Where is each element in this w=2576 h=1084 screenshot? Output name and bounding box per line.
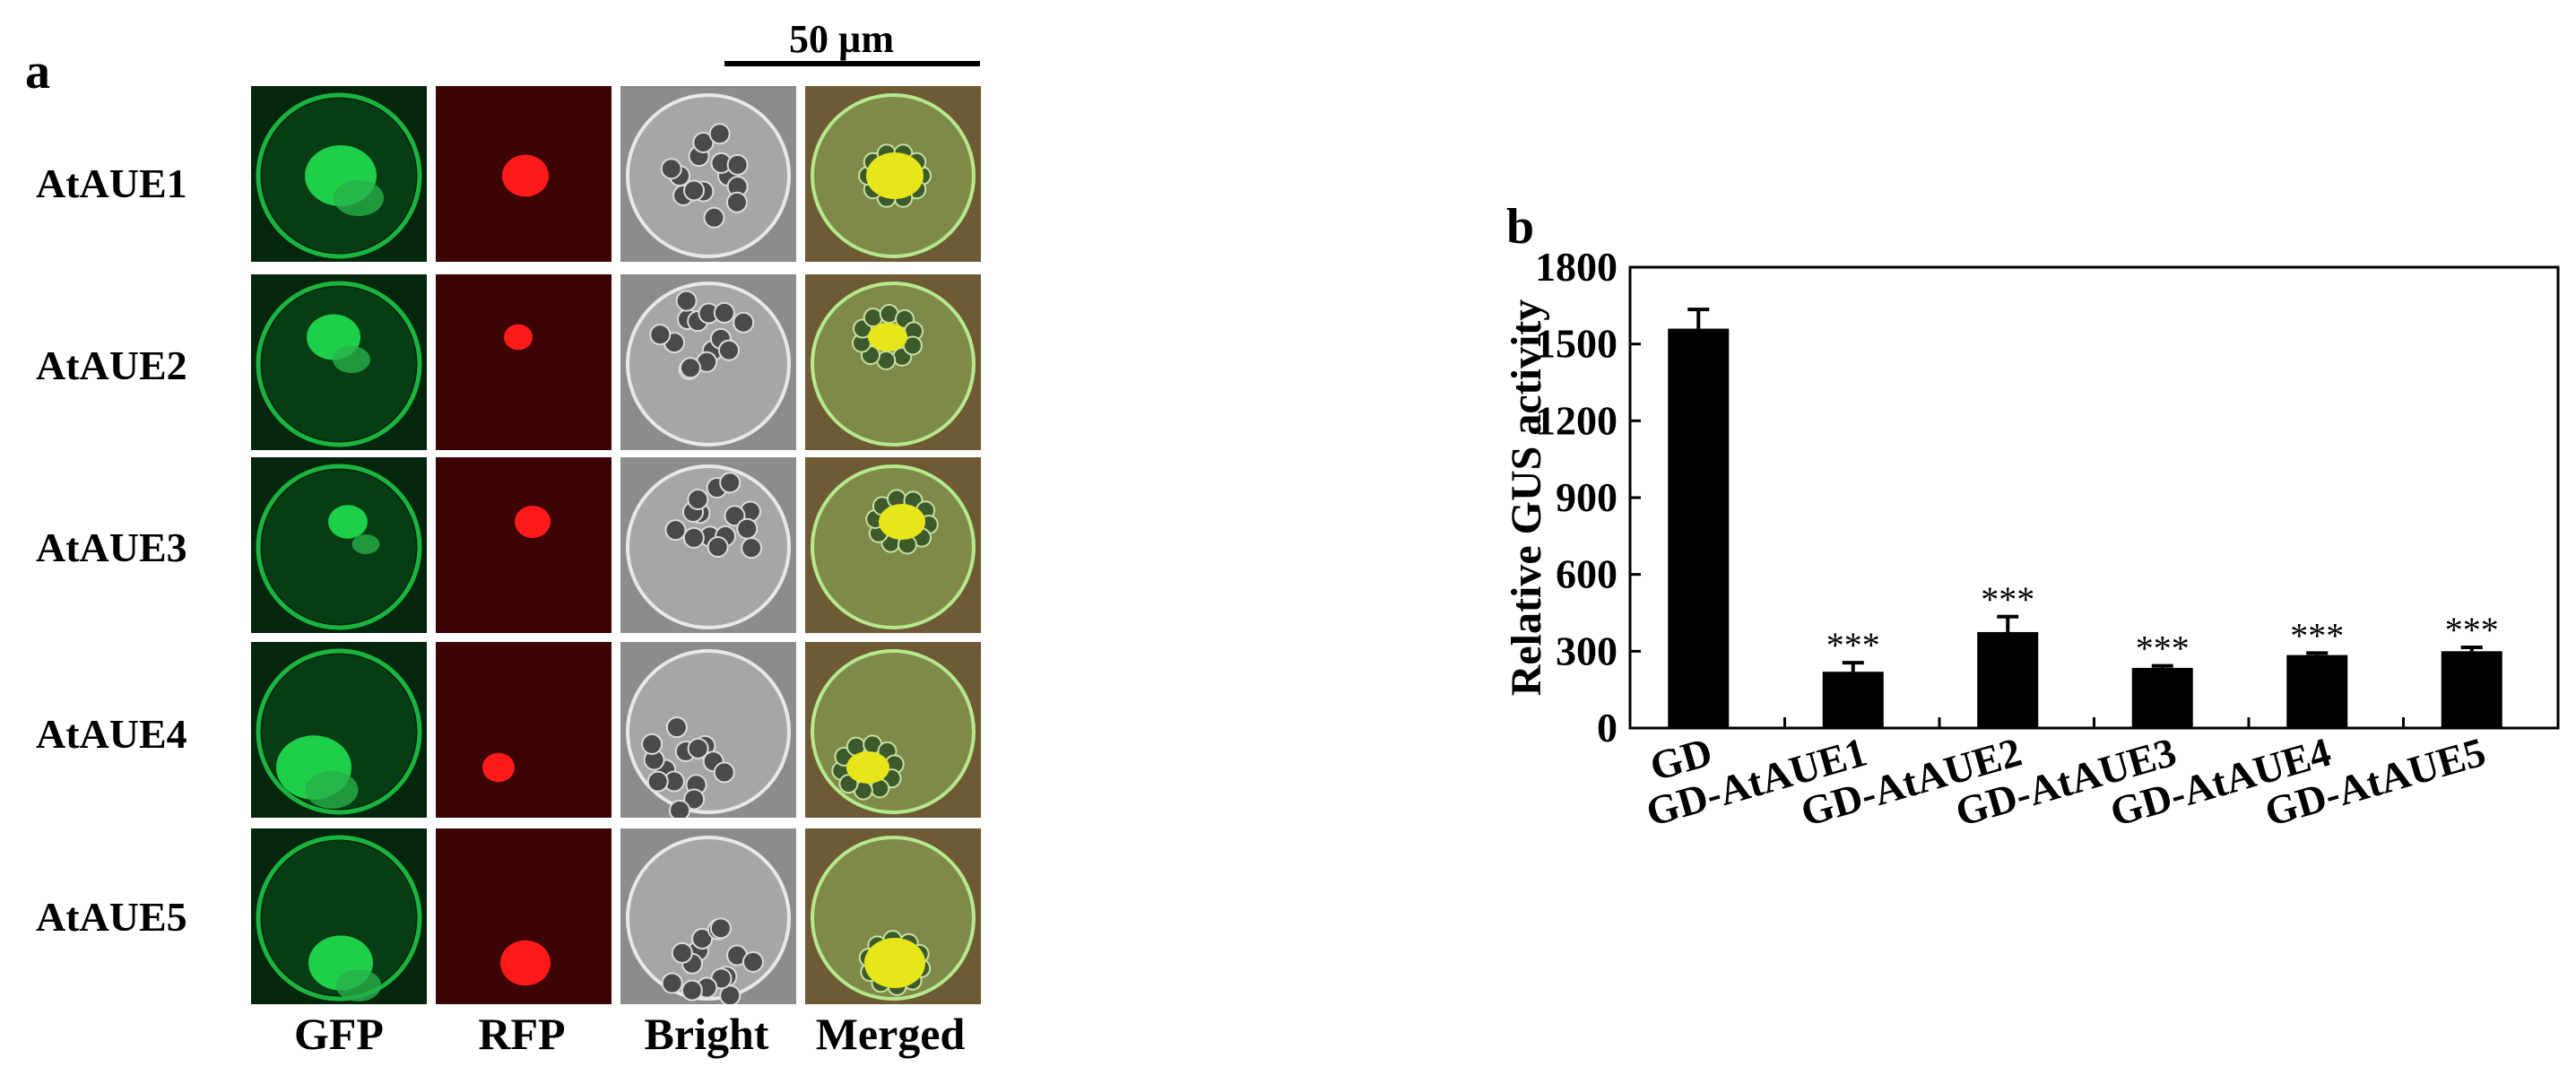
row-label-ataue3: AtAUE3	[36, 525, 187, 570]
y-tick-label: 300	[1556, 628, 1618, 673]
bar-gd	[1668, 328, 1730, 728]
y-tick-label: 600	[1556, 551, 1618, 597]
micrograph-merged-2	[805, 274, 981, 450]
col-label-bright: Bright	[644, 1009, 769, 1059]
bar-gd-ataue1	[1822, 672, 1884, 728]
col-label-rfp: RFP	[478, 1009, 566, 1059]
micrograph-bright-2	[620, 274, 796, 450]
scale-bar-label: 50 µm	[789, 17, 895, 61]
y-tick-label: 1500	[1535, 321, 1618, 367]
micrograph-rfp-3	[436, 457, 611, 633]
micrograph-merged-4	[805, 642, 981, 818]
micrograph-gfp-4	[251, 642, 427, 818]
significance-label: ***	[1826, 625, 1880, 665]
bar-gd-ataue3	[2131, 667, 2193, 728]
row-label-ataue1: AtAUE1	[36, 160, 187, 206]
micrograph-gfp-5	[251, 828, 427, 1004]
micrograph-bright-4	[620, 642, 796, 818]
col-label-merged: Merged	[815, 1009, 966, 1059]
y-tick-label: 1200	[1535, 397, 1618, 443]
gus-activity-chart: 0 300 600 900 1200 1500 1800 Relative GUS activ…	[1503, 244, 2560, 835]
significance-label: ***	[2290, 615, 2344, 655]
y-tick-label: 900	[1556, 474, 1618, 520]
row-label-ataue2: AtAUE2	[36, 343, 187, 388]
plot-frame	[1628, 265, 2560, 730]
y-tick-label: 1800	[1535, 244, 1618, 290]
micrograph-rfp-4	[436, 642, 611, 818]
bar-gd-ataue4	[2286, 655, 2348, 728]
y-axis-label: Relative GUS activity	[1503, 299, 1550, 697]
micrograph-bright-1	[620, 86, 796, 262]
micrograph-rfp-5	[436, 828, 611, 1004]
significance-label: ***	[1981, 579, 2034, 620]
micrograph-bright-3	[620, 457, 796, 633]
micrograph-rfp-2	[436, 274, 611, 450]
bar-gd-ataue5	[2441, 651, 2502, 728]
micrograph-bright-5	[620, 828, 796, 1004]
micrograph-merged-1	[805, 86, 981, 262]
significance-label: ***	[2445, 610, 2499, 650]
micrograph-rfp-1	[436, 86, 611, 262]
y-tick-label: 0	[1597, 705, 1618, 750]
panel-b-letter: b	[1506, 199, 1535, 255]
micrograph-gfp-3	[251, 457, 427, 633]
micrograph-gfp-1	[251, 86, 427, 262]
significance-label: ***	[2136, 629, 2190, 669]
panel-a-letter: a	[25, 44, 50, 100]
row-label-ataue5: AtAUE5	[36, 894, 187, 940]
col-label-gfp: GFP	[294, 1009, 384, 1059]
bar-gd-ataue2	[1977, 631, 2039, 728]
micrograph-merged-3	[805, 457, 981, 633]
row-label-ataue4: AtAUE4	[36, 711, 187, 757]
micrograph-gfp-2	[251, 274, 427, 450]
micrograph-merged-5	[805, 828, 981, 1004]
scale-bar	[724, 61, 980, 66]
